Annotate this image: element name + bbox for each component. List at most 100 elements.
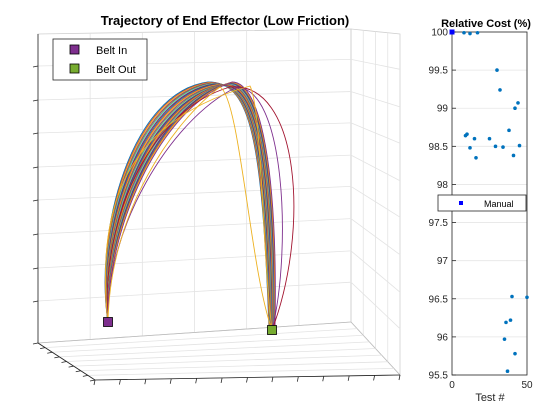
cost-x-tick-label: 50 xyxy=(521,380,533,391)
trajectory-line xyxy=(105,83,272,331)
cost-y-tick-label: 100 xyxy=(431,28,448,39)
y-tick xyxy=(47,351,53,354)
cost-y-tick-label: 97.5 xyxy=(429,218,449,229)
cost-legend-box xyxy=(437,194,527,212)
cost-y-tick-label: 98 xyxy=(437,180,449,191)
x-tick xyxy=(398,374,401,381)
trajectory-line xyxy=(105,82,271,331)
legend-label-belt-in: Belt In xyxy=(96,45,127,57)
cost-y-tick-label: 96.5 xyxy=(429,294,449,305)
cost-point xyxy=(513,106,517,111)
cost-points xyxy=(462,30,529,373)
cost-point xyxy=(508,318,513,322)
trajectory-line xyxy=(105,83,271,331)
trajectory-line xyxy=(105,85,273,331)
trajectory-line xyxy=(105,83,271,331)
grid-line xyxy=(87,367,394,376)
z-tick xyxy=(32,300,39,303)
x-tick xyxy=(246,377,248,383)
cost-point xyxy=(502,337,507,341)
grid-line xyxy=(80,361,388,372)
x-tick xyxy=(271,377,274,383)
cost-point xyxy=(468,31,472,36)
trajectory-lines xyxy=(104,81,295,331)
z-tick xyxy=(32,65,39,68)
y-tick xyxy=(40,347,46,350)
axes-box-3d xyxy=(32,28,401,386)
y-tick xyxy=(32,342,39,345)
y-tick xyxy=(75,370,81,373)
cost-legend-swatch-manual xyxy=(459,201,463,205)
cost-point xyxy=(510,294,514,299)
cost-point xyxy=(516,101,520,105)
x-tick xyxy=(347,375,350,381)
cost-title: Relative Cost (%) xyxy=(441,18,531,30)
belt-in-marker xyxy=(103,317,113,327)
cost-point xyxy=(462,30,466,35)
legend-box xyxy=(52,38,148,81)
trajectory-line xyxy=(107,86,273,331)
y-tick xyxy=(82,374,88,377)
cost-point xyxy=(472,136,477,141)
z-tick xyxy=(32,267,39,270)
cost-y-tick-label: 99 xyxy=(437,104,449,115)
cost-y-tick-label: 98.5 xyxy=(429,142,449,153)
trajectory-line xyxy=(107,81,276,331)
belt-out-marker xyxy=(267,325,277,335)
trajectory-legend: Belt In Belt Out xyxy=(52,38,148,81)
x-tick xyxy=(322,376,325,382)
cost-y-tick-label: 95.5 xyxy=(429,371,449,382)
trajectory-line xyxy=(107,87,283,331)
cost-point xyxy=(507,128,511,133)
x-tick xyxy=(220,377,223,383)
legend-label-belt-out: Belt Out xyxy=(96,64,136,76)
x-tick xyxy=(119,379,121,385)
y-tick xyxy=(54,356,60,359)
y-tick xyxy=(68,365,74,368)
y-tick xyxy=(89,379,96,382)
legend-swatch-belt-out xyxy=(69,63,80,74)
cost-point xyxy=(511,153,516,158)
cost-point xyxy=(525,295,529,300)
grid-line xyxy=(73,354,382,367)
cost-point xyxy=(493,144,498,149)
cost-point xyxy=(495,68,499,72)
cost-y-tick-label: 97 xyxy=(437,256,449,267)
x-tick xyxy=(373,375,375,381)
z-tick xyxy=(32,99,39,102)
z-tick xyxy=(32,132,39,135)
cost-point xyxy=(487,136,492,141)
x-tick xyxy=(169,378,172,384)
legend-swatch-belt-in xyxy=(69,44,80,55)
cost-x-label: Test # xyxy=(475,392,505,404)
grid-line xyxy=(66,348,376,362)
trajectory-panel: Trajectory of End Effector (Low Friction… xyxy=(32,13,401,386)
cost-point xyxy=(501,145,505,149)
cost-point xyxy=(475,30,480,35)
grid-line xyxy=(52,334,364,353)
grid-line xyxy=(59,341,370,358)
cost-point xyxy=(513,351,517,356)
cost-point xyxy=(517,143,522,148)
cost-x-tick-label: 0 xyxy=(449,380,455,391)
grid-line xyxy=(45,328,358,349)
cost-x-ticks: 0 50 xyxy=(449,380,533,391)
x-tick xyxy=(144,379,147,385)
z-tick xyxy=(32,199,39,202)
floor xyxy=(36,321,401,381)
cost-y-ticks: 95.5 96 96.5 97 97.5 98 98.5 99 99.5 100 xyxy=(429,28,456,382)
cost-legend: Manual xyxy=(437,194,527,212)
trajectory-title: Trajectory of End Effector (Low Friction… xyxy=(101,13,349,28)
cost-point xyxy=(498,88,502,92)
cost-point xyxy=(465,132,469,136)
cost-y-tick-label: 99.5 xyxy=(429,66,449,77)
belt-markers xyxy=(103,317,277,335)
cost-y-tick-label: 96 xyxy=(437,332,449,343)
cost-point xyxy=(474,155,478,160)
z-tick xyxy=(32,166,39,169)
cost-point xyxy=(504,320,508,325)
x-tick xyxy=(195,378,198,384)
z-tick xyxy=(32,233,39,236)
cost-point xyxy=(505,369,510,373)
